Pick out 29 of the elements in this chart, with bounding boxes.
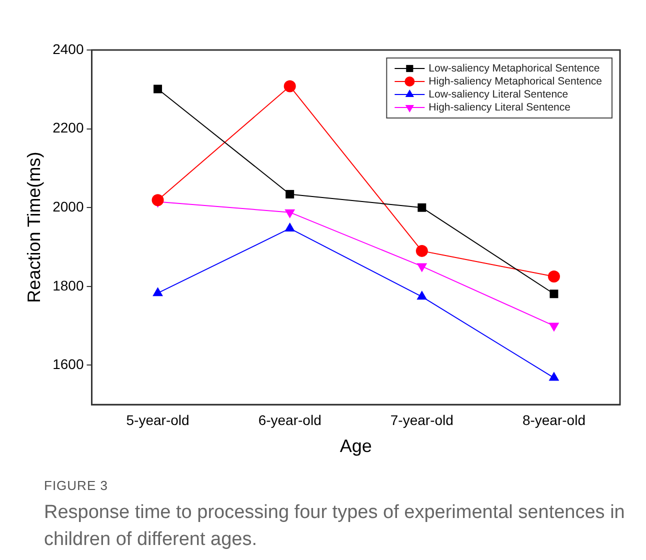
point (154, 84, 162, 94)
x-tick-label: 6-year-old (258, 412, 322, 428)
x-tick-label: 8-year-old (522, 412, 586, 428)
legend-label: High-saliency Metaphorical Sentence (428, 75, 602, 88)
legend-label: Low-saliency Metaphorical Sentence (428, 62, 600, 74)
x-tick-label: 7-year-old (390, 412, 454, 428)
point (284, 80, 296, 92)
point (286, 190, 294, 198)
point (152, 194, 164, 206)
point (548, 372, 560, 381)
y-tick-label: 2000 (52, 198, 84, 214)
y-axis-title: Reaction Time(ms) (24, 152, 44, 303)
point (418, 203, 426, 212)
point (416, 244, 428, 257)
point (548, 270, 560, 283)
point (550, 290, 558, 298)
y-tick-label: 1600 (52, 356, 84, 372)
point (416, 290, 428, 300)
point (284, 222, 296, 232)
y-tick-label: 1800 (52, 277, 84, 294)
y-tick-label: 2400 (52, 40, 84, 57)
text: Response time to processing four types of experimental sentences in children of different ages. (44, 501, 626, 552)
caption: FIGURE 3 (44, 478, 109, 493)
legend-label: Low-saliency Literal Sentence (428, 88, 568, 100)
point (152, 287, 163, 296)
x-tick-label: 5-year-old (126, 412, 190, 428)
y-tick-label: 2200 (52, 120, 84, 136)
legend-label: High-saliency Literal Sentence (428, 101, 571, 114)
x-axis-title: Age (340, 436, 372, 456)
